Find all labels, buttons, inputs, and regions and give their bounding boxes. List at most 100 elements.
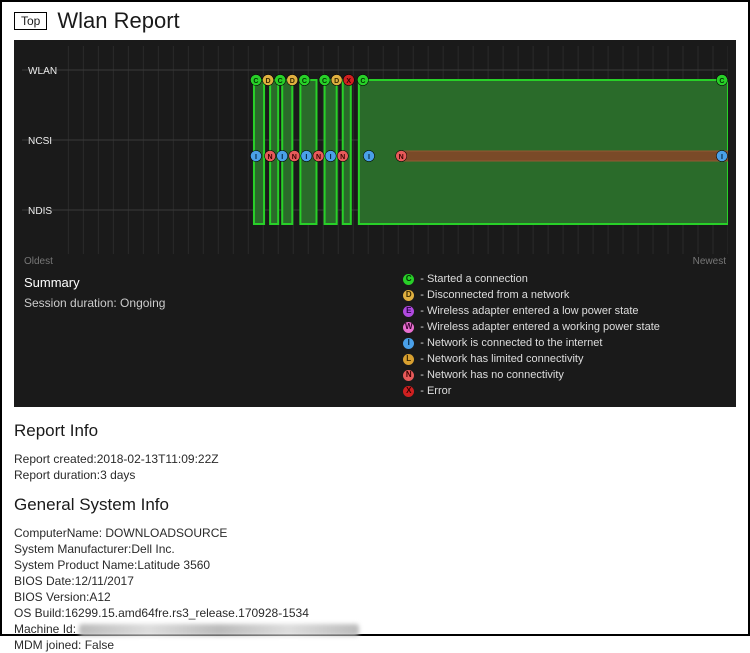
event-marker-I[interactable]: I (277, 151, 288, 162)
timeline-panel: WLANNCSINDISCDCDCCDXCCINININININI Oldest… (14, 40, 736, 407)
svg-text:I: I (721, 154, 723, 161)
event-marker-D[interactable]: D (287, 75, 298, 86)
legend-item: C - Started a connection (403, 271, 728, 287)
lane-label: WLAN (28, 66, 57, 77)
report-info-value: 2018-02-13T11:09:22Z (97, 452, 219, 466)
system-info-key: BIOS Date: (14, 574, 75, 588)
event-marker-D[interactable]: D (263, 75, 274, 86)
legend-dot-L: L (403, 354, 414, 365)
system-info-row: Machine Id: (14, 621, 736, 637)
redacted-value (79, 624, 359, 636)
system-info-value: 12/11/2017 (75, 574, 134, 588)
system-info-key: ComputerName: (14, 526, 105, 540)
system-info-key: System Manufacturer: (14, 542, 131, 556)
system-info-key: System Product Name: (14, 558, 137, 572)
system-info-key: BIOS Version: (14, 590, 89, 604)
svg-text:I: I (255, 154, 257, 161)
svg-text:I: I (305, 154, 307, 161)
svg-text:N: N (292, 154, 297, 161)
legend-label: - Network has limited connectivity (420, 351, 583, 367)
axis-newest-label: Newest (693, 256, 726, 267)
system-info-key: MDM joined: (14, 638, 85, 652)
page-title: Wlan Report (57, 8, 179, 34)
lane-label: NCSI (28, 136, 52, 147)
svg-text:C: C (719, 78, 724, 85)
event-marker-N[interactable]: N (289, 151, 300, 162)
event-marker-C[interactable]: C (250, 75, 261, 86)
legend-label: - Network has no connectivity (420, 367, 564, 383)
legend-label: - Started a connection (420, 271, 528, 287)
summary-text: Session duration: Ongoing (24, 296, 401, 310)
svg-text:N: N (340, 154, 345, 161)
legend-label: - Wireless adapter entered a working pow… (420, 319, 660, 335)
legend-label: - Wireless adapter entered a low power s… (420, 303, 638, 319)
svg-text:C: C (302, 78, 307, 85)
event-marker-C[interactable]: C (716, 75, 727, 86)
system-info-value: A12 (89, 590, 110, 604)
event-marker-I[interactable]: I (250, 151, 261, 162)
event-marker-I[interactable]: I (716, 151, 727, 162)
event-marker-I[interactable]: I (325, 151, 336, 162)
legend-item: I - Network is connected to the internet (403, 335, 728, 351)
system-info-key: OS Build: (14, 606, 65, 620)
event-marker-X[interactable]: X (343, 75, 354, 86)
svg-text:D: D (334, 78, 339, 85)
report-info-title: Report Info (14, 421, 736, 441)
system-info-row: BIOS Version:A12 (14, 589, 736, 605)
svg-text:N: N (268, 154, 273, 161)
svg-text:C: C (253, 78, 258, 85)
legend-item: L - Network has limited connectivity (403, 351, 728, 367)
event-marker-N[interactable]: N (396, 151, 407, 162)
legend-dot-W: W (403, 322, 414, 333)
legend: C - Started a connection D - Disconnected… (403, 271, 728, 399)
event-marker-I[interactable]: I (363, 151, 374, 162)
legend-dot-C: C (403, 274, 414, 285)
system-info-title: General System Info (14, 495, 736, 515)
system-info-value: 16299.15.amd64fre.rs3_release.170928-153… (65, 606, 309, 620)
svg-text:I: I (281, 154, 283, 161)
legend-dot-D: D (403, 290, 414, 301)
legend-item: X - Error (403, 383, 728, 399)
system-info-row: BIOS Date:12/11/2017 (14, 573, 736, 589)
system-info-row: MDM joined: False (14, 637, 736, 653)
top-button[interactable]: Top (14, 12, 47, 30)
legend-dot-I: I (403, 338, 414, 349)
legend-label: - Disconnected from a network (420, 287, 569, 303)
system-info-value: DOWNLOADSOURCE (105, 526, 227, 540)
summary-title: Summary (24, 275, 401, 290)
svg-text:I: I (330, 154, 332, 161)
system-info-row: System Manufacturer:Dell Inc. (14, 541, 736, 557)
system-info-value: Latitude 3560 (137, 558, 210, 572)
svg-text:D: D (266, 78, 271, 85)
event-marker-N[interactable]: N (313, 151, 324, 162)
report-info-key: Report created: (14, 452, 97, 466)
event-marker-C[interactable]: C (275, 75, 286, 86)
legend-item: N - Network has no connectivity (403, 367, 728, 383)
svg-text:D: D (290, 78, 295, 85)
report-info-key: Report duration: (14, 468, 100, 482)
legend-dot-N: N (403, 370, 414, 381)
report-info-row: Report created:2018-02-13T11:09:22Z (14, 451, 736, 467)
event-marker-N[interactable]: N (265, 151, 276, 162)
event-marker-I[interactable]: I (301, 151, 312, 162)
svg-text:C: C (278, 78, 283, 85)
legend-dot-X: X (403, 386, 414, 397)
report-info-value: 3 days (100, 468, 135, 482)
event-marker-C[interactable]: C (299, 75, 310, 86)
system-info-row: ComputerName: DOWNLOADSOURCE (14, 525, 736, 541)
wlan-timeline-chart: WLANNCSINDISCDCDCCDXCCINININININI (22, 46, 728, 254)
event-marker-N[interactable]: N (337, 151, 348, 162)
legend-item: E - Wireless adapter entered a low power… (403, 303, 728, 319)
legend-label: - Network is connected to the internet (420, 335, 602, 351)
system-info-value: Dell Inc. (131, 542, 174, 556)
event-marker-C[interactable]: C (319, 75, 330, 86)
legend-label: - Error (420, 383, 451, 399)
event-marker-D[interactable]: D (331, 75, 342, 86)
axis-oldest-label: Oldest (24, 256, 53, 267)
system-info-row: OS Build:16299.15.amd64fre.rs3_release.1… (14, 605, 736, 621)
legend-item: W - Wireless adapter entered a working p… (403, 319, 728, 335)
event-marker-C[interactable]: C (357, 75, 368, 86)
system-info-value: False (85, 638, 114, 652)
svg-text:C: C (360, 78, 365, 85)
svg-text:N: N (316, 154, 321, 161)
